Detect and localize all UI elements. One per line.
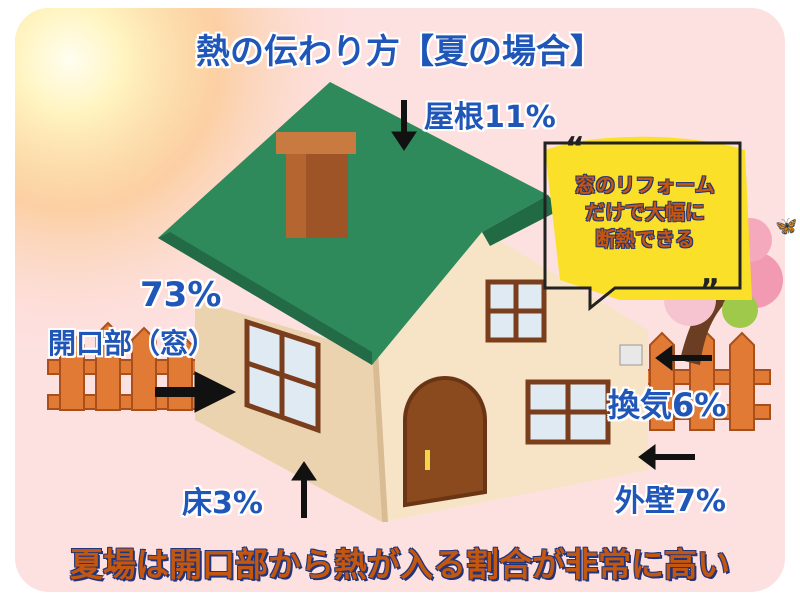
arrow-left-icon <box>655 345 712 371</box>
bubble-line: 窓のリフォーム <box>575 173 715 197</box>
vent-icon <box>619 344 643 366</box>
arrow-left-icon <box>638 444 695 470</box>
svg-text:“: “ <box>565 131 585 166</box>
arrow-right-icon <box>155 371 237 413</box>
page-title: 熱の伝わり方【夏の場合】 <box>196 32 604 72</box>
chimney-icon <box>276 132 356 238</box>
footer-message: 夏場は開口部から熱が入る割合が非常に高い <box>70 545 730 584</box>
gable-window <box>485 279 547 343</box>
bubble-text: 窓のリフォーム だけで大幅に 断熱できる <box>560 172 730 253</box>
speech-bubble: “ ” <box>543 131 752 312</box>
floor-label: 床3% <box>182 486 263 521</box>
front-window <box>525 379 611 445</box>
butterfly-icon: 🦋 <box>775 216 797 237</box>
arrow-up-icon <box>291 461 317 518</box>
bubble-line: 断熱できる <box>595 227 695 251</box>
svg-text:”: ” <box>700 273 720 308</box>
ventilation-label: 換気6% <box>608 386 727 424</box>
opening-label: 開口部（窓） <box>48 327 217 360</box>
side-window <box>244 318 321 434</box>
opening-percent-label: 73% <box>140 275 222 315</box>
door-icon <box>403 376 487 508</box>
arrow-down-icon <box>391 100 417 151</box>
roof-label: 屋根11% <box>424 100 556 135</box>
outer-wall-label: 外壁7% <box>615 484 726 519</box>
bubble-line: だけで大幅に <box>585 200 705 224</box>
